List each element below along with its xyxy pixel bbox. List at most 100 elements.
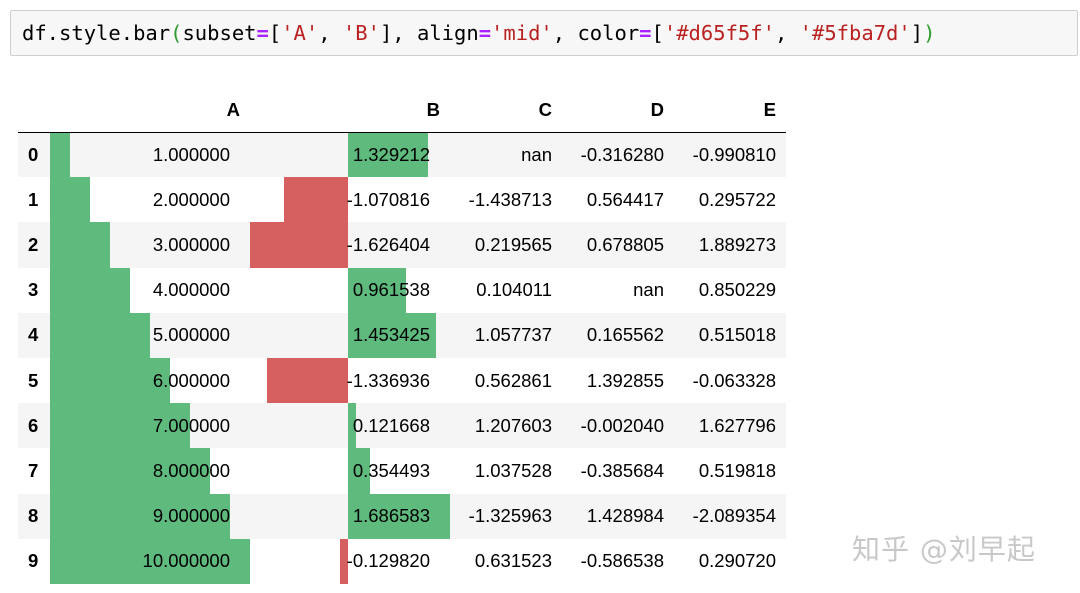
cell-value: 6.000000: [152, 369, 230, 391]
table-cell-e: 0.850229: [698, 279, 776, 301]
bar-mark: [348, 493, 450, 539]
table-cell-a: 2.000000: [50, 177, 250, 223]
table-cell-c: -1.325963: [468, 505, 552, 527]
table-row: 6 7.000000 0.121668 1.207603 -0.002040 1.6277…: [18, 403, 786, 449]
table-cell-a: 9.000000: [50, 493, 250, 539]
table-row: 4 5.000000 1.453425 1.057737 0.165562 0.51501…: [18, 312, 786, 358]
column-header-a: A: [50, 88, 250, 133]
code-token: subset: [182, 21, 257, 45]
cell-value: 1.329212: [352, 143, 430, 165]
cell-value: 1.686583: [352, 505, 430, 527]
table-cell-a: 1.000000: [50, 132, 250, 178]
code-token: ,: [774, 21, 800, 45]
cell-value: 0.354493: [352, 459, 430, 481]
code-token: =: [256, 21, 269, 45]
bar-mark: [348, 132, 429, 178]
table-cell-b: -0.129820: [250, 538, 450, 584]
row-index: 5: [28, 369, 39, 391]
row-index: 2: [28, 233, 39, 255]
table-cell-d: 1.392855: [586, 369, 664, 391]
bar-mark: [340, 538, 349, 584]
table-cell-a: 4.000000: [50, 267, 250, 313]
code-token: ,: [318, 21, 343, 45]
cell-value: -1.070816: [346, 188, 430, 210]
table-cell-b: 0.961538: [250, 267, 450, 313]
code-token: 'mid': [491, 21, 553, 45]
bar-mark: [50, 132, 70, 178]
column-header-d: D: [562, 88, 674, 133]
table-row: 9 10.000000 -0.129820 0.631523 -0.586538 0.29…: [18, 538, 786, 584]
code-cell[interactable]: df.style.bar(subset=['A', 'B'], align='m…: [10, 10, 1078, 56]
cell-value: 2.000000: [152, 188, 230, 210]
code-token: =: [478, 21, 492, 45]
table-cell-d: -0.316280: [580, 143, 664, 165]
row-index: 6: [28, 414, 39, 436]
bar-mark: [50, 448, 210, 494]
table-cell-e: -2.089354: [692, 505, 776, 527]
table-cell-c: -1.438713: [468, 188, 552, 210]
column-header-b: B: [250, 88, 450, 133]
column-header-e: E: [674, 88, 786, 133]
table-cell-c: 1.037528: [474, 459, 552, 481]
cell-value: 9.000000: [152, 505, 230, 527]
watermark: 知乎 @刘早起: [852, 533, 1036, 566]
bar-mark: [348, 403, 356, 449]
cell-value: 0.121668: [352, 414, 430, 436]
row-index: 7: [28, 459, 39, 481]
table-cell-c: 1.207603: [474, 414, 552, 436]
table-cell-e: 1.627796: [698, 414, 776, 436]
table-cell-e: 0.295722: [698, 188, 776, 210]
code-token: df.style.bar: [22, 21, 171, 45]
bar-mark: [348, 312, 436, 358]
table-cell-d: 0.678805: [586, 233, 664, 255]
table-cell-a: 6.000000: [50, 357, 250, 404]
code-token: ]: [910, 21, 924, 45]
table-cell-c: 0.219565: [474, 233, 552, 255]
table-cell-a: 8.000000: [50, 448, 250, 494]
bar-mark: [50, 538, 250, 584]
bar-mark: [50, 267, 130, 313]
table-cell-e: 0.290720: [698, 550, 776, 572]
bar-mark: [50, 357, 170, 404]
table-cell-d: 1.428984: [586, 505, 664, 527]
cell-value: 0.961538: [352, 279, 430, 301]
table-row: 2 3.000000 -1.626404 0.219565 0.678805 1.8892…: [18, 222, 786, 268]
table-cell-b: 0.121668: [250, 403, 450, 449]
table-cell-e: -0.990810: [692, 143, 776, 165]
row-index: 9: [28, 550, 39, 572]
cell-value: -1.336936: [346, 369, 430, 391]
table-cell-a: 3.000000: [50, 222, 250, 268]
bar-mark: [250, 222, 349, 268]
cell-value: 5.000000: [152, 324, 230, 346]
code-token: '#d65f5f': [663, 21, 775, 45]
index-header: [18, 88, 50, 133]
table-cell-b: 1.453425: [250, 312, 450, 358]
table-row: 1 2.000000 -1.070816 -1.438713 0.564417 0.295…: [18, 177, 786, 223]
cell-value: 3.000000: [152, 233, 230, 255]
table-cell-b: -1.070816: [250, 177, 450, 223]
bar-mark: [50, 222, 110, 268]
table-row: 7 8.000000 0.354493 1.037528 -0.385684 0.5198…: [18, 448, 786, 494]
code-token: =: [639, 21, 652, 45]
code-token: '#5fba7d': [799, 21, 911, 45]
table-row: 0 1.000000 1.329212 nan -0.316280 -0.990810: [18, 132, 786, 178]
row-index: 1: [28, 188, 39, 210]
bar-mark: [348, 267, 407, 313]
table-cell-c: 1.057737: [474, 324, 552, 346]
table-cell-e: -0.063328: [692, 369, 776, 391]
table-cell-a: 5.000000: [50, 312, 250, 358]
bar-mark: [267, 357, 349, 404]
table-row: 3 4.000000 0.961538 0.104011 nan 0.850229: [18, 267, 786, 313]
table-cell-a: 10.000000: [50, 538, 250, 584]
code-token: ): [923, 21, 936, 45]
table-cell-a: 7.000000: [50, 403, 250, 449]
table-cell-c: 0.562861: [474, 369, 552, 391]
table-cell-b: -1.626404: [250, 222, 450, 268]
bar-mark: [348, 448, 370, 494]
cell-value: 1.453425: [352, 324, 430, 346]
table-cell-b: 1.329212: [250, 132, 450, 178]
code-token: (: [170, 21, 183, 45]
bar-mark: [50, 493, 230, 539]
cell-value: -1.626404: [346, 233, 430, 255]
